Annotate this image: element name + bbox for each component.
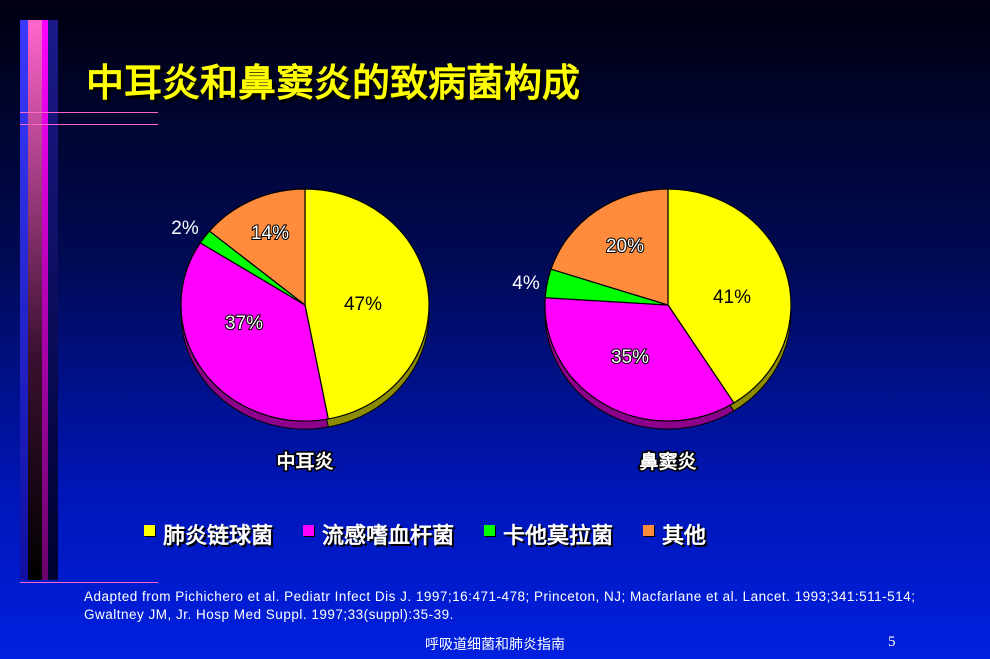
pie-data-label: 14% xyxy=(251,223,289,244)
legend-swatch xyxy=(643,524,655,536)
slide-title: 中耳炎和鼻窦炎的致病菌构成 xyxy=(86,61,581,105)
pie-chart-title: 鼻窦炎 xyxy=(639,450,696,473)
pie-slice xyxy=(304,188,430,420)
pie-slice xyxy=(550,188,669,306)
decor-bar-navy xyxy=(48,20,58,580)
decor-line-top xyxy=(20,112,158,113)
chart-legend: 肺炎链球菌 流感嗜血杆菌 卡他莫拉菌 其他 xyxy=(144,518,736,550)
pie-data-label: 4% xyxy=(512,273,540,294)
footer-text: 呼吸道细菌和肺炎指南 xyxy=(425,637,565,653)
pie-data-label: 41% xyxy=(713,287,751,308)
pie-chart-title: 中耳炎 xyxy=(276,450,333,473)
decor-line-top2 xyxy=(20,124,158,125)
legend-swatch xyxy=(303,524,315,536)
pie-slice xyxy=(544,297,735,422)
legend-label: 卡他莫拉菌 xyxy=(503,524,614,549)
legend-item: 其他 xyxy=(643,518,706,550)
decor-bar-magenta xyxy=(42,20,48,580)
legend-label: 流感嗜血杆菌 xyxy=(322,524,455,549)
decor-bar-dark xyxy=(28,20,42,580)
legend-item: 流感嗜血杆菌 xyxy=(303,518,454,550)
citation-text: Adapted from Pichichero et al. Pediatr I… xyxy=(84,589,916,622)
pie-slice xyxy=(180,242,329,422)
pie-data-label: 20% xyxy=(606,236,644,257)
pie-data-label: 35% xyxy=(611,347,649,368)
legend-label: 肺炎链球菌 xyxy=(163,524,274,549)
pie-data-label: 2% xyxy=(171,218,199,239)
pie-slice xyxy=(208,188,306,307)
pie-data-label: 37% xyxy=(225,313,263,334)
legend-item: 卡他莫拉菌 xyxy=(484,518,613,550)
pie-slice xyxy=(667,188,792,404)
legend-swatch xyxy=(484,524,496,536)
legend-label: 其他 xyxy=(662,524,707,549)
decor-bar-blue xyxy=(20,20,28,580)
legend-item: 肺炎链球菌 xyxy=(144,518,273,550)
legend-swatch xyxy=(144,524,155,536)
pie-data-label: 47% xyxy=(344,294,382,315)
page-number: 5 xyxy=(888,634,896,650)
decor-line-bottom xyxy=(20,582,158,583)
